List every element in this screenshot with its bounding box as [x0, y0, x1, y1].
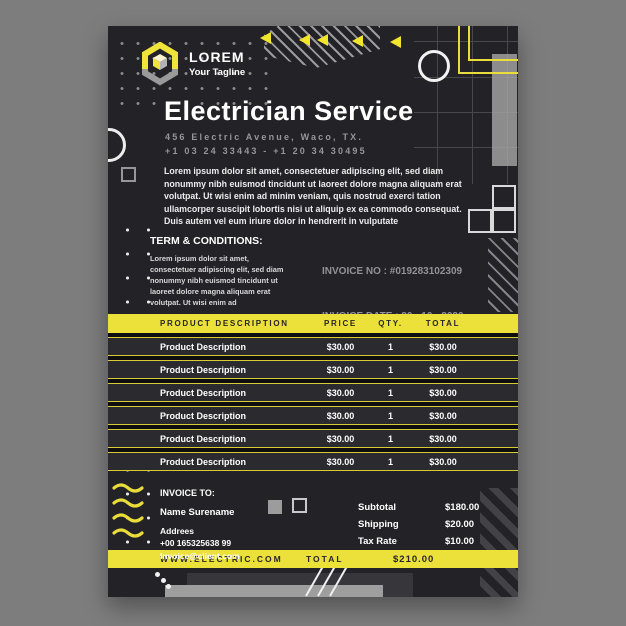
table-row: Product Description $30.00 1 $30.00: [108, 337, 518, 356]
corner-lines-icon: [458, 26, 518, 74]
terms-body: Lorem ipsum dolor sit amet, consectetuer…: [150, 254, 284, 308]
table-row: Product Description $30.00 1 $30.00: [108, 360, 518, 379]
grid-line: [414, 41, 518, 42]
subtotal-row: Subtotal $180.00: [358, 502, 480, 513]
total-label: TOTAL: [306, 554, 344, 564]
shipping-row: Shipping $20.00: [358, 519, 475, 530]
dot-decor: [161, 578, 166, 583]
client-phone: +00 165325638 99: [160, 538, 232, 549]
total-value: $210.00: [393, 553, 435, 565]
square-outline-icon: [292, 498, 307, 513]
step-square-icon: [468, 209, 492, 233]
invoice-to-heading: INVOICE TO:: [160, 488, 215, 498]
col-header-description: PRODUCT DESCRIPTION: [160, 319, 289, 328]
grid-line: [414, 77, 518, 78]
invoice-to-block: INVOICE TO: Name Surename Addrees +00 16…: [160, 488, 240, 562]
wave-lines-icon: [112, 483, 144, 538]
company-phones: +1 03 24 33443 - +1 20 34 30495: [165, 146, 367, 156]
table-row: Product Description $30.00 1 $30.00: [108, 429, 518, 448]
circle-outline-icon: [108, 128, 126, 162]
circle-outline-icon: [418, 50, 450, 82]
logo-hexagon-icon: [142, 42, 178, 86]
diagonal-stripes-top: [264, 26, 380, 68]
triangle-icon: [317, 34, 328, 46]
company-address: 456 Electric Avenue, Waco, TX.: [165, 132, 364, 142]
table-row: Product Description $30.00 1 $30.00: [108, 406, 518, 425]
corner-lines-icon: [468, 26, 518, 61]
square-outline-icon: [121, 167, 136, 182]
step-square-icon: [492, 209, 516, 233]
client-name: Name Surename: [160, 507, 235, 518]
dot-grid-pattern: [114, 36, 280, 112]
triangle-icon: [299, 34, 310, 46]
logo-text: LOREM Your Tagline: [189, 48, 246, 79]
grid-line: [414, 147, 518, 148]
terms-heading: TERM & CONDITIONS:: [150, 235, 263, 247]
table-row: Product Description $30.00 1 $30.00: [108, 452, 518, 471]
invoice-number: INVOICE NO : #019283102309: [322, 266, 463, 277]
page-title: Electrician Service: [164, 96, 414, 126]
dot-decor: [166, 584, 171, 589]
invoice-page: LOREM Your Tagline Electrician Service 4…: [108, 26, 518, 597]
bottom-light-rect: [165, 585, 383, 597]
hatch-pattern-bottom-right: [480, 488, 518, 597]
triangle-icon: [390, 36, 401, 48]
triangle-icon: [352, 35, 363, 47]
grid-line: [472, 26, 473, 184]
logo-name: LOREM: [189, 48, 245, 65]
table-header-row: PRODUCT DESCRIPTION PRICE QTY. TOTAL: [108, 314, 518, 333]
logo-tagline: Your Tagline: [189, 67, 246, 79]
step-square-icon: [492, 185, 516, 209]
client-email: Invoice@client.com: [160, 550, 240, 561]
footer-bar: WWW.ELECTRIC.COM TOTAL $210.00: [108, 550, 518, 568]
col-header-total: TOTAL: [425, 319, 461, 328]
dot-decor: [155, 572, 160, 577]
table-row: Product Description $30.00 1 $30.00: [108, 383, 518, 402]
col-header-price: PRICE: [324, 319, 357, 328]
totals-block: Subtotal $180.00 Shipping $20.00 Tax Rat…: [358, 502, 479, 553]
diagonal-stripes-right: [488, 238, 518, 312]
grid-line: [437, 26, 438, 184]
table-rows: Product Description $30.00 1 $30.00 Prod…: [108, 333, 518, 471]
website-url: WWW.ELECTRIC.COM: [160, 554, 283, 564]
square-filled-icon: [268, 500, 282, 514]
intro-paragraph: Lorem ipsum dolor sit amet, consectetuer…: [164, 166, 462, 227]
grid-line: [414, 112, 518, 113]
triangle-icon: [260, 32, 271, 44]
tax-row: Tax Rate $10.00: [358, 536, 475, 547]
logo: LOREM Your Tagline: [140, 42, 245, 86]
items-table: PRODUCT DESCRIPTION PRICE QTY. TOTAL Pro…: [108, 314, 518, 475]
col-header-qty: QTY.: [378, 319, 403, 328]
client-address: Addrees: [160, 526, 195, 536]
